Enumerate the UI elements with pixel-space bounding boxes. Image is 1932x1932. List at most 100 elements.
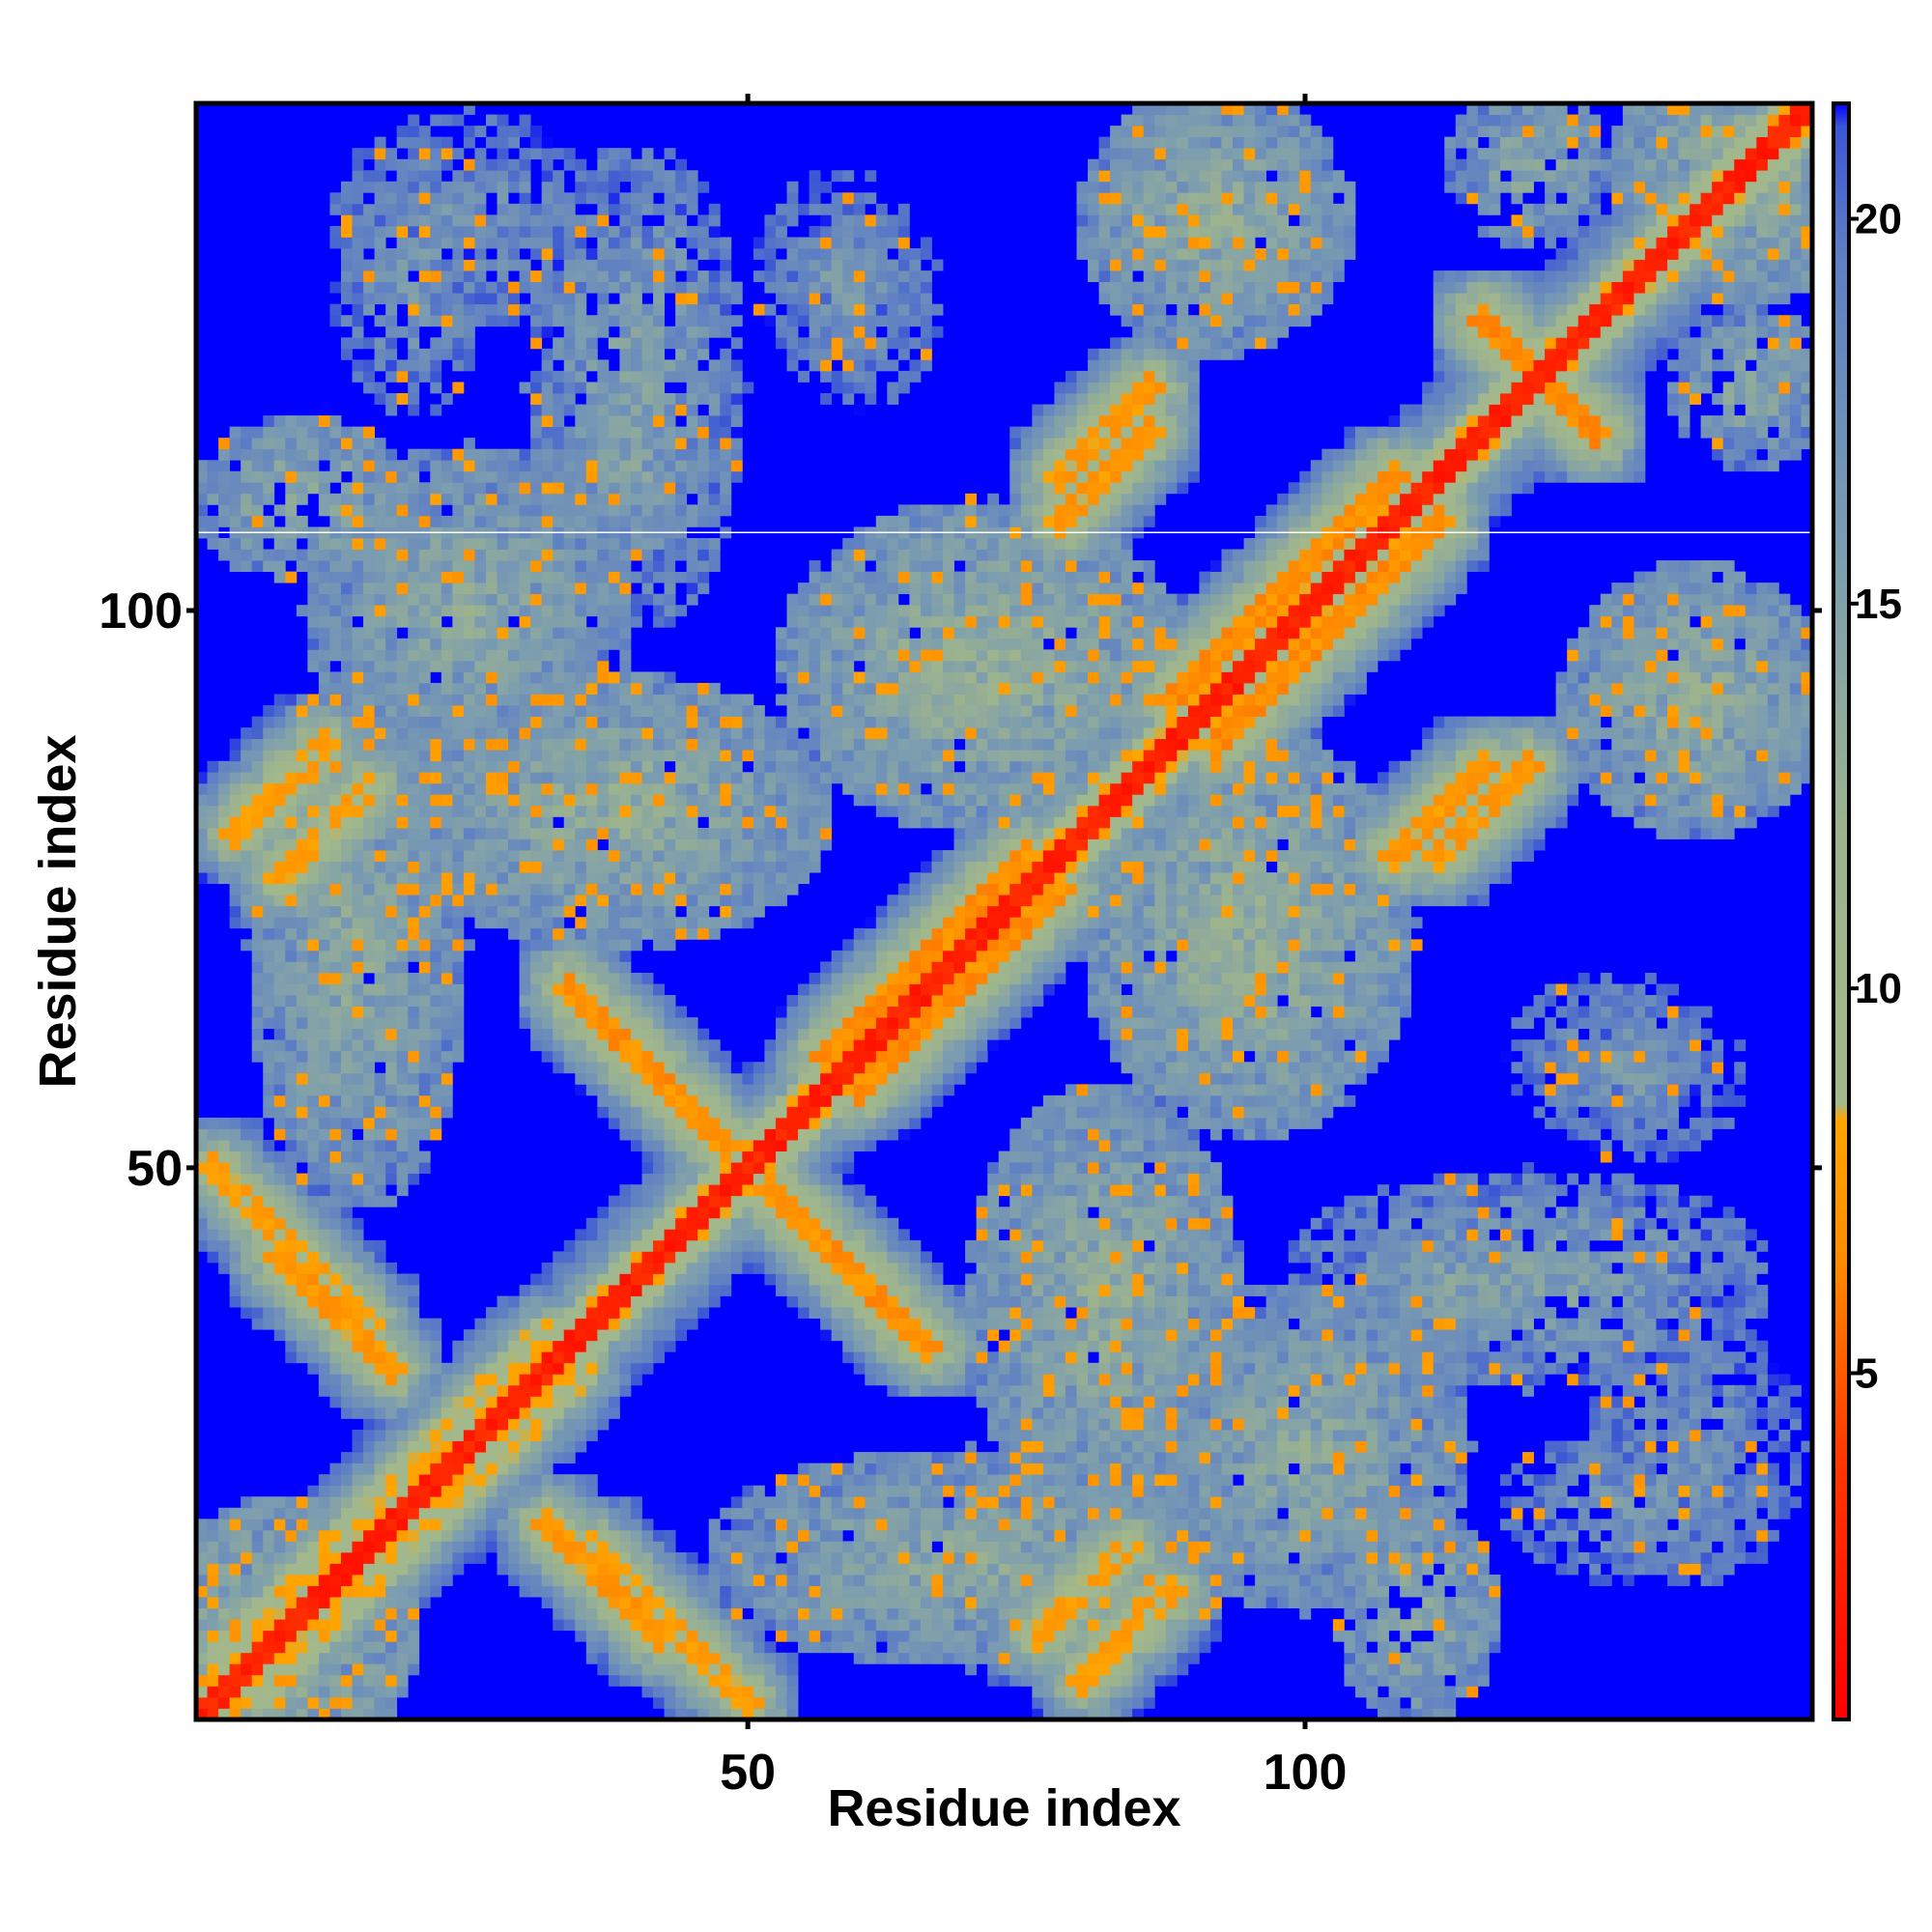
heatmap-cell	[263, 1696, 275, 1709]
heatmap-cell	[575, 1607, 587, 1620]
heatmap-cell	[340, 1162, 353, 1175]
heatmap-cell	[296, 1050, 308, 1063]
heatmap-cell	[675, 1072, 688, 1085]
heatmap-cell	[329, 1273, 342, 1286]
heatmap-cell	[430, 571, 442, 583]
heatmap-cell	[474, 716, 487, 728]
heatmap-cell	[608, 1597, 620, 1609]
heatmap-cell	[408, 1663, 420, 1676]
heatmap-cell	[408, 738, 420, 751]
heatmap-cell	[686, 537, 698, 550]
heatmap-cell	[619, 1597, 632, 1609]
heatmap-cell	[408, 782, 420, 795]
heatmap-cell	[664, 1106, 676, 1119]
heatmap-cell	[307, 426, 320, 439]
heatmap-cell	[708, 404, 721, 416]
heatmap-cell	[352, 315, 364, 327]
heatmap-cell	[708, 1229, 721, 1241]
heatmap-cell	[352, 326, 364, 338]
heatmap-cell	[263, 872, 275, 885]
heatmap-cell	[430, 593, 442, 606]
heatmap-cell	[374, 983, 386, 996]
heatmap-cell	[440, 192, 453, 205]
heatmap-cell	[608, 515, 620, 527]
heatmap-cell	[307, 1273, 320, 1286]
heatmap-cell	[408, 716, 420, 728]
heatmap-cell	[340, 1318, 353, 1330]
heatmap-cell	[307, 1072, 320, 1085]
heatmap-cell	[575, 1496, 587, 1509]
heatmap-cell	[363, 370, 376, 383]
heatmap-cell	[563, 237, 576, 249]
heatmap-cell	[340, 181, 353, 193]
heatmap-cell	[575, 972, 587, 984]
heatmap-cell	[708, 1117, 721, 1129]
heatmap-cell	[318, 1295, 330, 1308]
heatmap-cell	[385, 861, 398, 873]
heatmap-cell	[229, 750, 242, 762]
heatmap-cell	[440, 1017, 453, 1030]
heatmap-cell	[664, 1340, 676, 1352]
heatmap-cell	[408, 148, 420, 160]
heatmap-cell	[418, 883, 431, 895]
heatmap-cell	[396, 293, 409, 305]
heatmap-cell	[575, 995, 587, 1007]
heatmap-cell	[273, 560, 286, 572]
heatmap-cell	[385, 1084, 398, 1096]
heatmap-cell	[329, 1686, 342, 1698]
heatmap-cell	[474, 727, 487, 740]
heatmap-cell	[408, 1106, 420, 1119]
heatmap-cell	[530, 214, 543, 227]
heatmap-cell	[229, 1251, 242, 1264]
heatmap-cell	[440, 470, 453, 483]
heatmap-cell	[296, 1641, 308, 1654]
heatmap-cell	[329, 772, 342, 784]
heatmap-cell	[653, 1162, 665, 1175]
heatmap-cell	[720, 782, 732, 795]
heatmap-cell	[553, 1039, 565, 1052]
heatmap-cell	[440, 460, 453, 472]
heatmap-cell	[630, 805, 642, 817]
heatmap-cell	[352, 850, 364, 862]
heatmap-cell	[251, 927, 264, 940]
heatmap-cell	[273, 1050, 286, 1063]
heatmap-cell	[585, 827, 598, 839]
heatmap-cell	[730, 883, 743, 895]
heatmap-cell	[597, 1072, 610, 1085]
heatmap-cell	[318, 838, 330, 851]
heatmap-cell	[641, 1062, 654, 1074]
heatmap-cell	[508, 738, 520, 751]
heatmap-cell	[474, 493, 487, 505]
heatmap-cell	[530, 460, 543, 472]
heatmap-cell	[664, 1551, 676, 1564]
heatmap-cell	[440, 772, 453, 784]
heatmap-cell	[207, 1128, 219, 1141]
heatmap-cell	[329, 682, 342, 695]
heatmap-cell	[285, 850, 298, 862]
heatmap-cell	[329, 493, 342, 505]
heatmap-cell	[273, 1094, 286, 1107]
heatmap-cell	[508, 1351, 520, 1364]
heatmap-cell	[396, 1406, 409, 1419]
heatmap-cell	[563, 861, 576, 873]
heatmap-cell	[452, 605, 465, 617]
heatmap-cell	[241, 1173, 253, 1185]
heatmap-cell	[463, 861, 475, 873]
heatmap-cell	[519, 225, 531, 238]
heatmap-cell	[608, 917, 620, 929]
heatmap-cell	[430, 303, 442, 316]
heatmap-cell	[251, 1641, 264, 1654]
heatmap-cell	[251, 1696, 264, 1709]
heatmap-cell	[563, 158, 576, 171]
heatmap-cell	[218, 816, 231, 829]
heatmap-cell	[307, 1340, 320, 1352]
heatmap-cell	[296, 1563, 308, 1576]
heatmap-cell	[430, 1084, 442, 1096]
heatmap-cell	[641, 1084, 654, 1096]
heatmap-cell	[630, 738, 642, 751]
heatmap-cell	[597, 537, 610, 550]
heatmap-cell	[340, 493, 353, 505]
heatmap-cell	[641, 493, 654, 505]
heatmap-cell	[497, 615, 509, 628]
heatmap-cell	[352, 627, 364, 639]
